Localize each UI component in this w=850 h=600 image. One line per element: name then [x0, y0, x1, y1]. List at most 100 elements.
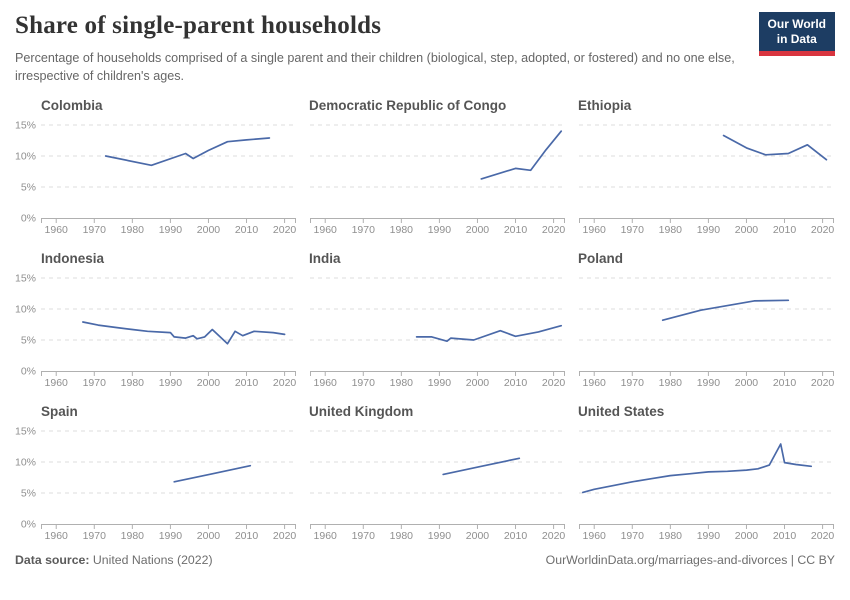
svg-text:2000: 2000	[197, 224, 221, 236]
svg-text:2000: 2000	[735, 530, 759, 542]
svg-text:2010: 2010	[773, 224, 797, 236]
facet-india: India 1960 1970 1980 1990 2000 2010 2020	[309, 251, 566, 393]
svg-text:2020: 2020	[811, 530, 835, 542]
svg-text:1960: 1960	[45, 530, 69, 542]
svg-text:1980: 1980	[121, 224, 145, 236]
svg-text:2000: 2000	[197, 377, 221, 389]
facet-title: Colombia	[41, 97, 103, 113]
svg-text:2010: 2010	[773, 530, 797, 542]
svg-text:2000: 2000	[197, 530, 221, 542]
svg-text:1990: 1990	[428, 377, 452, 389]
svg-text:1970: 1970	[352, 530, 376, 542]
svg-text:2010: 2010	[235, 224, 259, 236]
facet-poland: Poland 1960 1970 1980 1990 2000 2010 2020	[578, 251, 835, 393]
svg-text:15%: 15%	[15, 425, 36, 437]
svg-text:1990: 1990	[697, 377, 721, 389]
chart-header: Share of single-parent households Percen…	[15, 12, 835, 86]
svg-text:1960: 1960	[45, 377, 69, 389]
svg-text:1990: 1990	[428, 530, 452, 542]
svg-text:2020: 2020	[542, 377, 566, 389]
facet-title: Democratic Republic of Congo	[309, 97, 507, 113]
svg-text:2000: 2000	[735, 377, 759, 389]
svg-text:2020: 2020	[273, 377, 297, 389]
facet-indonesia: Indonesia 0% 5% 10% 15% 1960 1970 1980 1990 2000…	[15, 251, 297, 393]
svg-text:1980: 1980	[390, 224, 414, 236]
svg-text:1970: 1970	[621, 530, 645, 542]
svg-text:1970: 1970	[83, 224, 107, 236]
svg-text:1970: 1970	[352, 224, 376, 236]
svg-text:2010: 2010	[235, 530, 259, 542]
facet-united-states: United States 1960 1970 1980 1990 2000 2010 20…	[578, 404, 835, 546]
svg-text:2010: 2010	[773, 377, 797, 389]
svg-text:2010: 2010	[504, 377, 528, 389]
svg-text:10%: 10%	[15, 456, 36, 468]
svg-text:1990: 1990	[697, 530, 721, 542]
svg-text:1980: 1980	[659, 530, 683, 542]
svg-text:5%: 5%	[21, 487, 36, 499]
svg-text:1960: 1960	[583, 530, 607, 542]
svg-text:1970: 1970	[83, 377, 107, 389]
chart-subtitle: Percentage of households comprised of a …	[15, 51, 735, 84]
svg-text:1970: 1970	[621, 224, 645, 236]
page-title: Share of single-parent households	[15, 12, 382, 39]
svg-text:15%: 15%	[15, 119, 36, 131]
svg-text:1960: 1960	[583, 224, 607, 236]
facet-spain: Spain 0% 5% 10% 15% 1960 1970 1980 1990 2000 2010…	[15, 404, 297, 546]
svg-text:10%: 10%	[15, 150, 36, 162]
footer-attribution: OurWorldinData.org/marriages-and-divorce…	[545, 552, 835, 567]
svg-text:1970: 1970	[352, 377, 376, 389]
svg-text:2020: 2020	[273, 530, 297, 542]
svg-text:1980: 1980	[659, 377, 683, 389]
svg-text:1960: 1960	[314, 224, 338, 236]
svg-text:1980: 1980	[121, 377, 145, 389]
svg-text:2010: 2010	[504, 530, 528, 542]
svg-text:1960: 1960	[314, 530, 338, 542]
svg-text:1990: 1990	[159, 530, 183, 542]
owid-logo: Our World in Data	[758, 12, 835, 56]
svg-text:10%: 10%	[15, 303, 36, 315]
svg-text:1980: 1980	[390, 377, 414, 389]
facet-united-kingdom: United Kingdom 1960 1970 1980 1990 2000 2010 2…	[309, 404, 566, 546]
line-chart-ethiopia: 1960 1970 1980 1990 2000 2010 2020	[579, 124, 835, 236]
svg-text:5%: 5%	[21, 181, 36, 193]
svg-text:2020: 2020	[811, 224, 835, 236]
svg-text:2020: 2020	[542, 224, 566, 236]
data-source: Data source: United Nations (2022)	[15, 553, 213, 567]
line-chart-indonesia: 0% 5% 10% 15% 1960 1970 1980 1990 2000 2010 2020	[15, 272, 297, 389]
svg-text:15%: 15%	[15, 272, 36, 284]
svg-text:2010: 2010	[504, 224, 528, 236]
facet-title: United States	[578, 403, 665, 419]
svg-text:2000: 2000	[735, 224, 759, 236]
svg-text:2000: 2000	[466, 530, 490, 542]
facet-title: Spain	[41, 403, 78, 419]
chart-footer: Data source: United Nations (2022) OurWo…	[15, 553, 835, 567]
line-chart-colombia: 0% 5% 10% 15% 1960 1970 1980 1990 2000 2010 2020	[15, 119, 296, 236]
svg-text:1980: 1980	[659, 224, 683, 236]
svg-text:5%: 5%	[21, 334, 36, 346]
svg-text:0%: 0%	[21, 212, 36, 224]
facet-colombia: Colombia 0% 5% 10% 15% 1960 1970 1980 1990 2000 2…	[15, 98, 297, 240]
line-chart-drc: 1960 1970 1980 1990 2000 2010 2020	[310, 124, 566, 236]
svg-text:1990: 1990	[159, 377, 183, 389]
svg-text:0%: 0%	[21, 365, 36, 377]
svg-text:1960: 1960	[314, 377, 338, 389]
svg-text:2000: 2000	[466, 377, 490, 389]
svg-text:2010: 2010	[235, 377, 259, 389]
facet-democratic-republic-of-congo: Democratic Republic of Congo 1960 1970 198…	[309, 98, 566, 240]
svg-text:1980: 1980	[390, 530, 414, 542]
facet-title: United Kingdom	[309, 403, 414, 419]
line-chart-united-states: 1960 1970 1980 1990 2000 2010 2020	[579, 430, 835, 542]
line-chart-poland: 1960 1970 1980 1990 2000 2010 2020	[579, 277, 835, 389]
facet-ethiopia: Ethiopia 1960 1970 1980 1990 2000 2010 2020	[578, 98, 835, 240]
line-chart-united-kingdom: 1960 1970 1980 1990 2000 2010 2020	[310, 430, 565, 542]
svg-text:1990: 1990	[428, 224, 452, 236]
svg-text:1960: 1960	[45, 224, 69, 236]
facet-title: Ethiopia	[578, 97, 632, 113]
svg-text:1980: 1980	[121, 530, 145, 542]
facet-title: India	[309, 250, 341, 266]
svg-text:1970: 1970	[83, 530, 107, 542]
facet-title: Poland	[578, 250, 624, 266]
owid-logo-line2: in Data	[776, 32, 817, 46]
svg-text:2000: 2000	[466, 224, 490, 236]
svg-text:2020: 2020	[811, 377, 835, 389]
